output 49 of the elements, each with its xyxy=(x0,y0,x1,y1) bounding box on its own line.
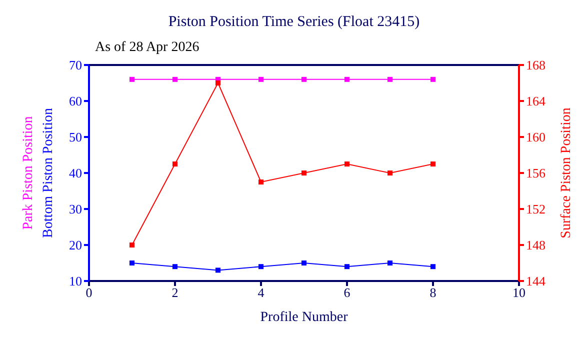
point xyxy=(258,76,264,82)
point xyxy=(388,76,392,82)
point xyxy=(172,76,178,82)
point xyxy=(130,260,134,266)
point xyxy=(344,264,350,270)
y-tick-label: 60 xyxy=(69,94,82,109)
x-tick-label: 8 xyxy=(430,285,436,300)
x-tick-label: 10 xyxy=(512,285,526,300)
point xyxy=(258,264,264,270)
y2-tick-label: 148 xyxy=(526,238,546,253)
point xyxy=(216,80,220,86)
point xyxy=(216,268,220,273)
point xyxy=(388,170,392,176)
x-axis-title: Profile Number xyxy=(259,310,349,326)
point xyxy=(344,162,350,166)
point xyxy=(430,264,436,270)
point xyxy=(344,76,350,82)
x-tick-label: 0 xyxy=(86,285,92,300)
y2-tick-label: 144 xyxy=(526,274,546,289)
y-tick-label: 70 xyxy=(69,58,82,73)
y2-tick-label: 160 xyxy=(526,130,546,145)
x-tick-label: 2 xyxy=(172,285,178,300)
legend-label: Bottom Piston Position xyxy=(41,108,57,238)
point xyxy=(430,76,436,82)
point xyxy=(130,242,134,248)
x-tick-label: 4 xyxy=(258,285,265,300)
y-tick-label: 40 xyxy=(69,166,82,181)
text: Surface Piston Position xyxy=(559,108,575,238)
x-tick-label: 6 xyxy=(344,285,351,300)
point xyxy=(172,162,178,166)
point xyxy=(302,260,306,266)
point xyxy=(302,170,306,176)
y-tick-label: 50 xyxy=(69,130,82,145)
y2-tick-label: 156 xyxy=(526,166,546,181)
y2-tick-label: 152 xyxy=(526,202,546,217)
y-tick-label: 20 xyxy=(69,238,82,253)
y2-tick-label: 164 xyxy=(526,94,546,109)
point xyxy=(302,76,306,82)
y-tick-label: 10 xyxy=(69,274,82,289)
chart-subtitle: As of 28 Apr 2026 xyxy=(95,40,200,56)
chart-title: Piston Position Time Series (Float 23415) xyxy=(167,14,421,31)
y-tick-label: 30 xyxy=(69,202,82,217)
point xyxy=(430,162,436,166)
y2-tick-label: 168 xyxy=(526,58,546,73)
point xyxy=(130,76,134,82)
point xyxy=(388,260,392,266)
text: Park Piston Position xyxy=(21,116,37,230)
point xyxy=(172,264,178,270)
point xyxy=(258,180,264,184)
